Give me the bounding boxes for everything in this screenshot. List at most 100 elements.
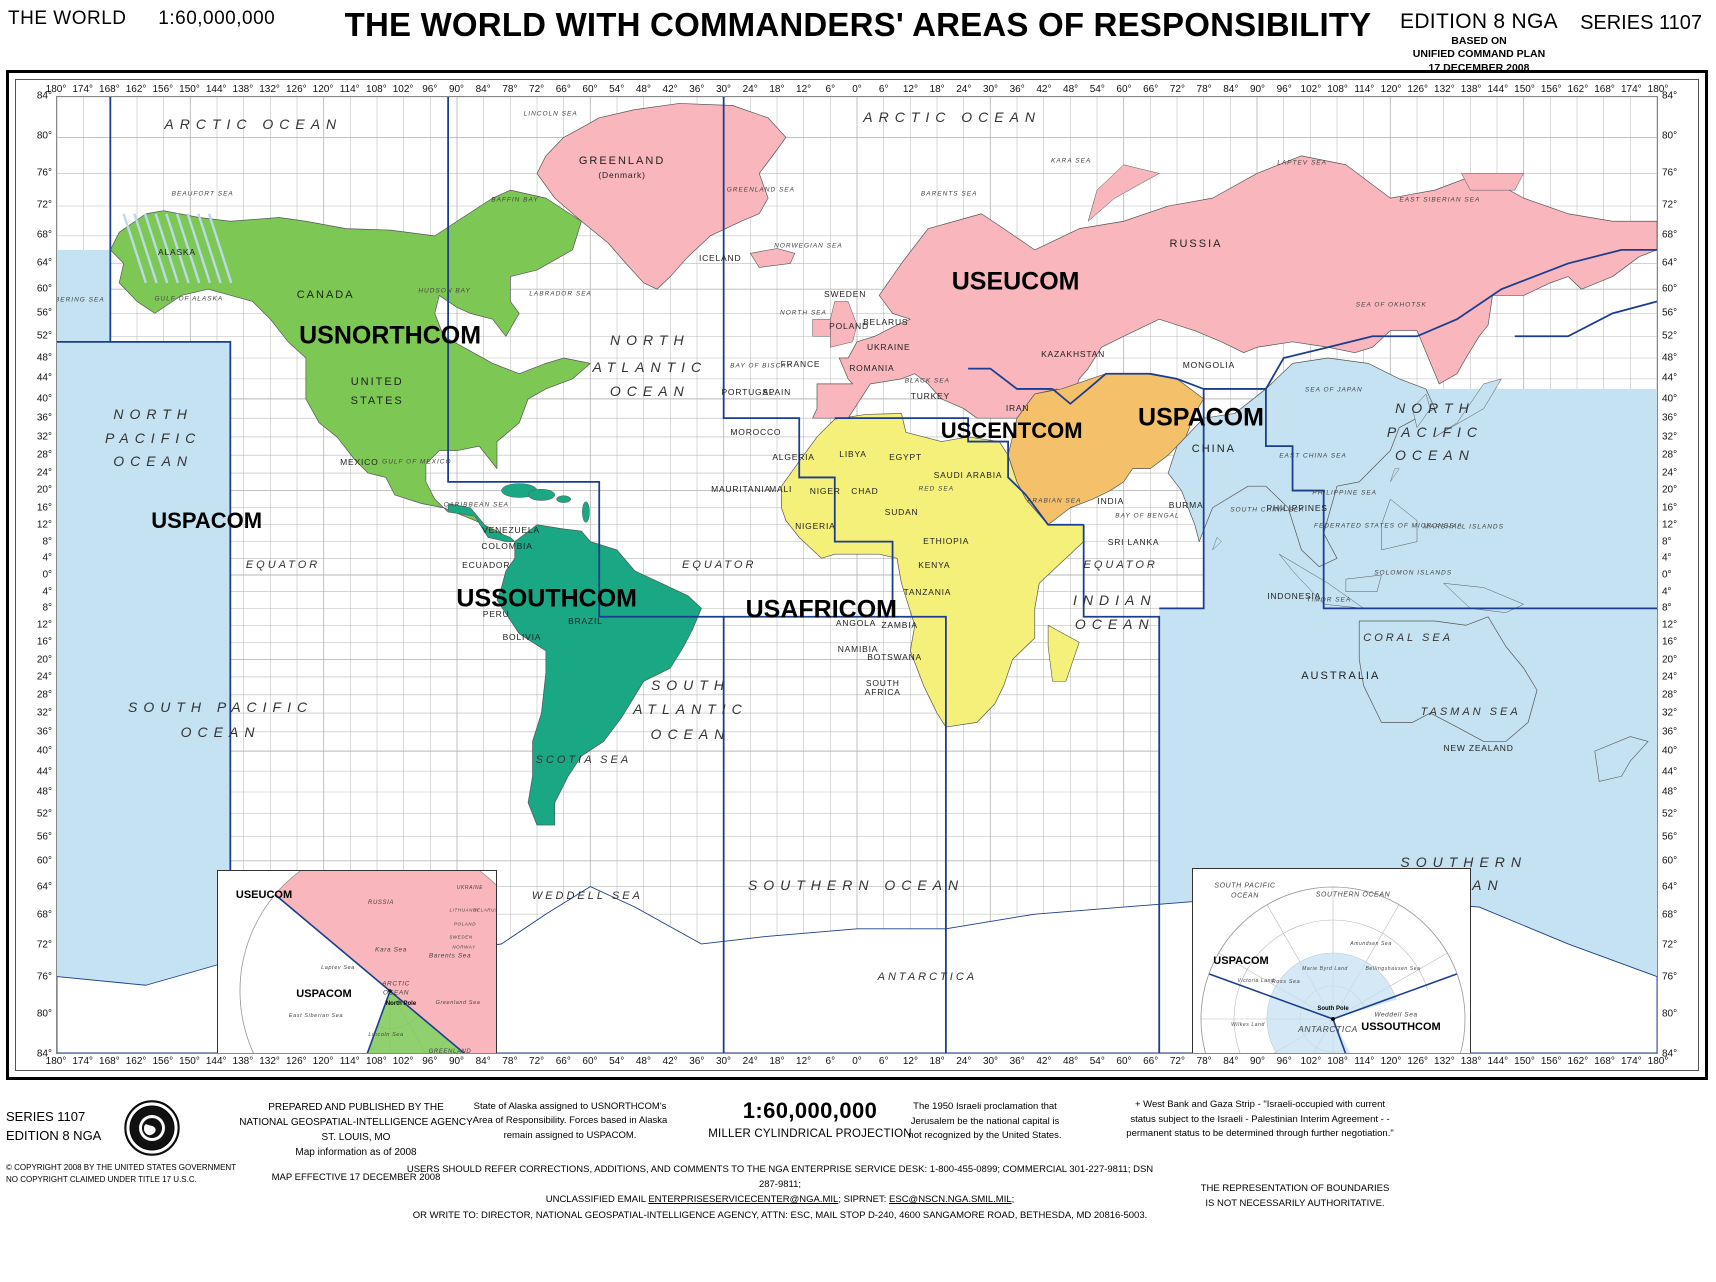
lat-tick-label: 84° xyxy=(36,1048,52,1060)
country-label: MEXICO xyxy=(340,457,379,468)
lat-tick-label: 64° xyxy=(36,881,52,893)
lon-tick-label: 120° xyxy=(312,1056,334,1067)
lon-tick-label: 114° xyxy=(1354,84,1375,95)
inset-label: Barents Sea xyxy=(428,952,472,960)
lat-tick-label: 48° xyxy=(36,786,52,798)
sea-label: NORWEGIAN SEA xyxy=(774,242,843,250)
lat-tick-label: 28° xyxy=(36,449,52,461)
inset-label: Victoria Land xyxy=(1237,978,1275,984)
lat-tick-label: 76° xyxy=(1662,971,1678,983)
inset-label: Amundsen Sea xyxy=(1350,941,1392,947)
lat-tick-label: 72° xyxy=(1662,939,1678,951)
footer-email-siprnet[interactable]: ESC@NSCN.NGA.SMIL.MIL xyxy=(889,1194,1012,1206)
north-inset-labels: USEUCOMUSPACOMUSNORTHCOMRUSSIANorth Pole… xyxy=(218,871,496,1054)
footer-users-line2-pre: UNCLASSIFIED EMAIL xyxy=(545,1194,649,1206)
footer-series-block: SERIES 1107 EDITION 8 NGA xyxy=(6,1108,101,1146)
world-map-canvas[interactable]: ARCTIC OCEAN ARCTIC OCEAN NORTH ATLANTIC OCE… xyxy=(56,96,1658,1054)
lon-tick-label: 132° xyxy=(1434,1056,1455,1067)
footer-jerusalem-line1: The 1950 Israeli proclamation that xyxy=(913,1101,1057,1112)
lat-tick-label: 60° xyxy=(36,283,52,295)
country-label: BELARUS xyxy=(863,316,909,327)
lat-tick-label: 44° xyxy=(36,372,52,384)
country-label: TURKEY xyxy=(910,391,950,402)
inset-label: ANTARCTICA xyxy=(1298,1024,1358,1034)
inset-label: SOUTHERN OCEAN xyxy=(1315,891,1391,899)
lon-tick-label: 36° xyxy=(689,1056,705,1067)
page-title: THE WORLD WITH COMMANDERS' AREAS OF RESP… xyxy=(344,6,1372,43)
lon-tick-label: 96° xyxy=(1276,84,1292,95)
lat-tick-label: 60° xyxy=(1662,855,1678,867)
footer-scale-block: 1:60,000,000 MILLER CYLINDRICAL PROJECTI… xyxy=(620,1098,1000,1140)
country-label: VENEZUELA xyxy=(482,524,540,535)
inset-label: OCEAN xyxy=(382,989,410,997)
lon-tick-label: 168° xyxy=(99,84,120,95)
country-label: BURMA xyxy=(1168,500,1204,511)
ocean-label: PACIFIC xyxy=(1386,423,1484,440)
lon-tick-label: 78° xyxy=(502,1056,518,1067)
country-label: SAUDI ARABIA xyxy=(933,469,1003,480)
ocean-label: NORTH xyxy=(1395,400,1475,417)
ocean-label: ATLANTIC xyxy=(633,701,748,718)
lon-tick-label: 132° xyxy=(259,1056,280,1067)
latitude-axis-right: 84° 80° 76° 72° 68° 64° 60° 56° 52° 48° 44° 40° 36° 3… xyxy=(1658,91,1698,1060)
country-label: LIBYA xyxy=(839,449,867,460)
country-label: TANZANIA xyxy=(903,586,952,597)
lat-tick-label: 28° xyxy=(1662,689,1678,701)
header-scale-value: 1:60,000,000 xyxy=(158,8,276,29)
north-polar-inset[interactable]: USEUCOMUSPACOMUSNORTHCOMRUSSIANorth Pole… xyxy=(217,870,497,1054)
ocean-label: SCOTIA SEA xyxy=(535,753,632,766)
ocean-label: CORAL SEA xyxy=(1363,631,1454,644)
south-polar-inset-svg xyxy=(1193,869,1470,1053)
lon-tick-label: 6° xyxy=(825,84,836,95)
lon-tick-label: 72° xyxy=(529,1056,545,1067)
ocean-label: OCEAN xyxy=(1395,447,1475,464)
sea-label: MARSHALL ISLANDS xyxy=(1423,523,1504,531)
lon-tick-label: 168° xyxy=(1594,84,1615,95)
lon-tick-label: 78° xyxy=(1196,84,1212,95)
country-label: IRAN xyxy=(1005,403,1030,414)
lon-tick-label: 126° xyxy=(1407,84,1429,95)
footer-jerusalem-line2: Jerusalem be the national capital is xyxy=(910,1115,1060,1127)
lon-tick-label: 150° xyxy=(1514,84,1535,95)
lon-tick-label: 66° xyxy=(555,1056,571,1067)
lat-tick-label: 40° xyxy=(1662,393,1678,404)
lat-tick-label: 48° xyxy=(36,352,52,364)
lon-tick-label: 162° xyxy=(1567,84,1589,95)
ocean-label: NORTH xyxy=(610,332,690,349)
lon-tick-label: 126° xyxy=(285,1056,307,1067)
inset-label: LITHUANIA xyxy=(449,907,479,913)
ocean-label: INDIAN xyxy=(1073,591,1157,608)
ocean-label: EQUATOR xyxy=(245,559,321,572)
lon-tick-label: 114° xyxy=(1354,1056,1375,1067)
footer-copyright-line2: NO COPYRIGHT CLAIMED UNDER TITLE 17 U.S.… xyxy=(6,1174,197,1184)
country-label: SRI LANKA xyxy=(1107,536,1160,547)
south-polar-inset[interactable]: USPACOMUSSOUTHCOMUSAFRICOMSOUTH PACIFICO… xyxy=(1192,868,1471,1053)
longitude-axis-top: 180° 174° 168° 162° 156° 150° 144° 138° 132° 126°… xyxy=(46,80,1669,96)
country-label: BOLIVIA xyxy=(502,631,542,642)
inset-label: UKRAINE xyxy=(456,885,484,891)
footer-email-unclass[interactable]: ENTERPRISESERVICECENTER@NGA.MIL xyxy=(648,1194,839,1206)
lon-tick-label: 12° xyxy=(902,84,918,95)
lon-tick-label: 138° xyxy=(1460,84,1482,95)
lon-tick-label: 102° xyxy=(392,1056,414,1067)
lat-tick-label: 68° xyxy=(1662,229,1678,241)
lon-tick-label: 66° xyxy=(1143,84,1159,95)
header-world-label: THE WORLD xyxy=(8,8,127,29)
inset-label: GREENLAND xyxy=(428,1049,472,1054)
lon-tick-label: 36° xyxy=(1009,84,1025,95)
lon-tick-label: 0° xyxy=(852,84,862,95)
command-label-useucom: USEUCOM xyxy=(951,267,1080,296)
lat-tick-label: 20° xyxy=(36,484,52,496)
country-label: PERU xyxy=(482,609,510,620)
lon-tick-label: 114° xyxy=(339,1056,360,1067)
inset-label: Greenland Sea xyxy=(435,1000,481,1006)
lon-tick-label: 18° xyxy=(769,84,785,95)
header-series: SERIES 1107 xyxy=(1580,12,1702,34)
lat-tick-label: 48° xyxy=(1662,352,1678,364)
lat-tick-label: 12° xyxy=(1662,519,1678,531)
country-label: AFRICA xyxy=(864,686,901,697)
lat-tick-label: 52° xyxy=(36,808,52,820)
lon-tick-label: 174° xyxy=(1620,84,1642,95)
header-edition: EDITION 8 NGA xyxy=(1400,10,1558,33)
lon-tick-label: 0° xyxy=(852,1056,862,1067)
